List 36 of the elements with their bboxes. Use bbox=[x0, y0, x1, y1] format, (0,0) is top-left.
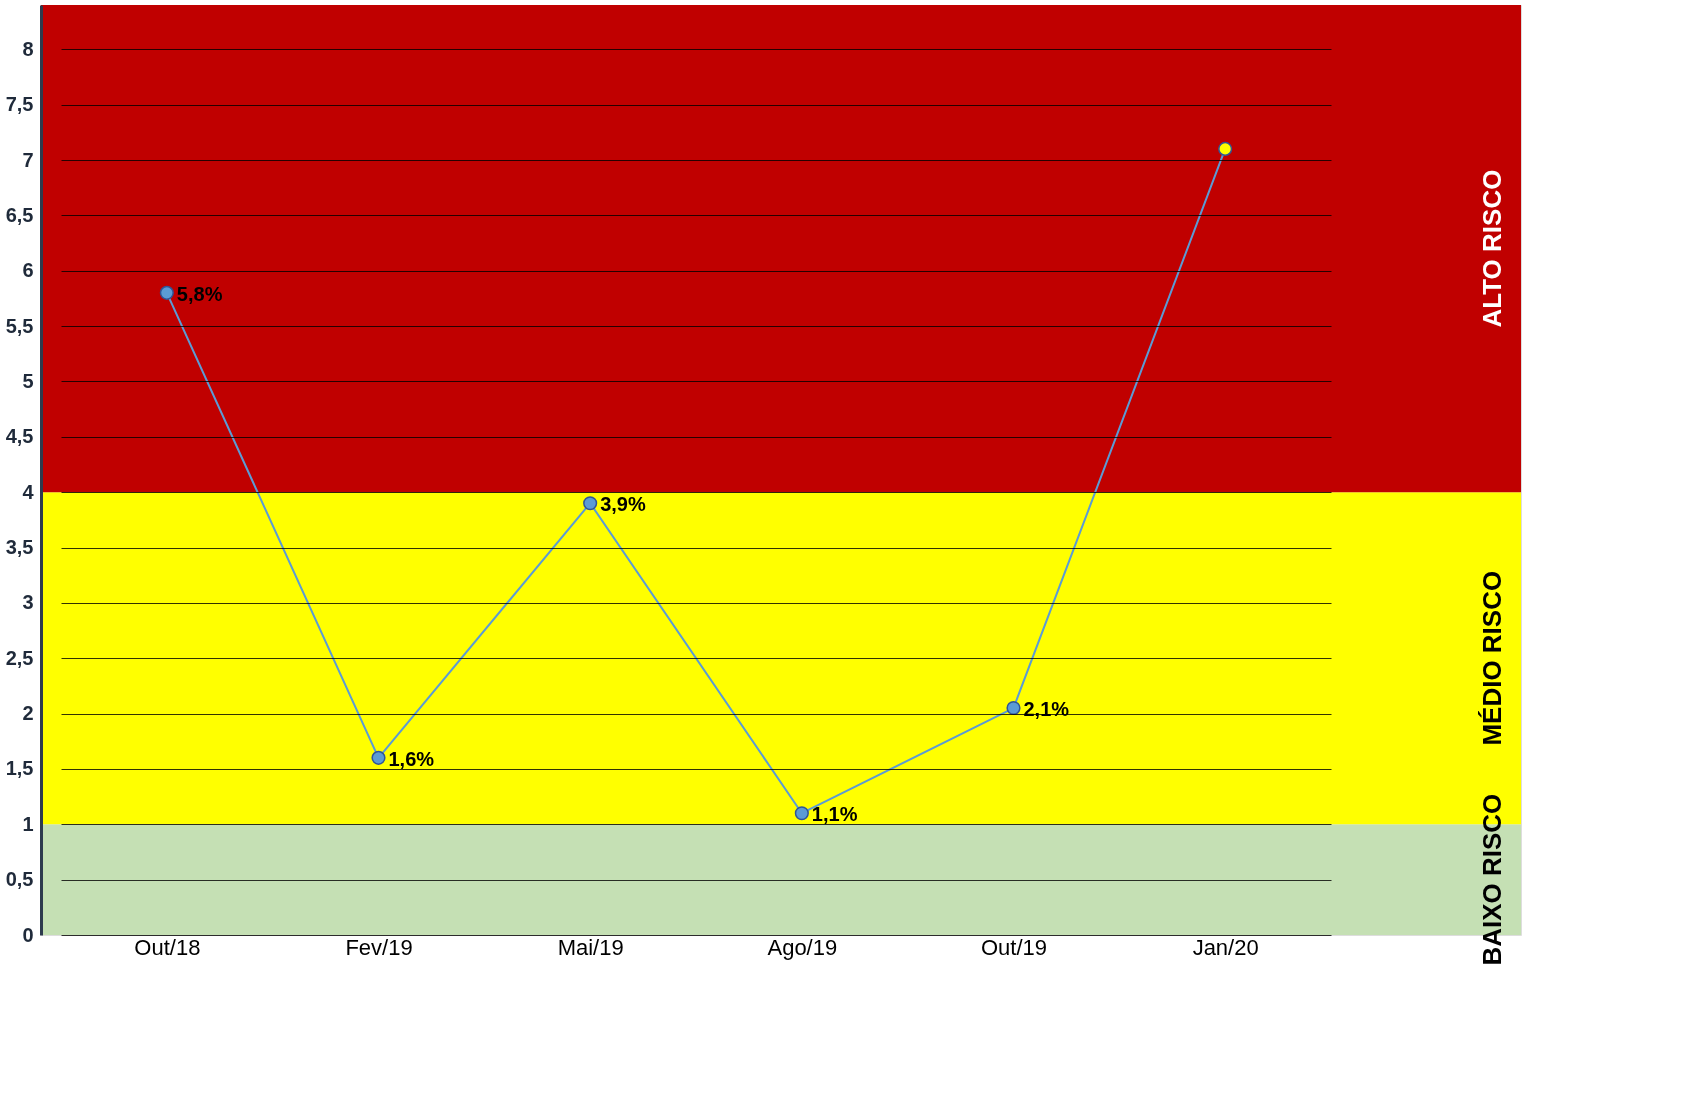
y-tick-label: 2,5 bbox=[5, 646, 34, 669]
point bbox=[794, 806, 809, 821]
point bbox=[371, 750, 386, 765]
data-label: 3,9% bbox=[600, 493, 646, 516]
y-tick-label: 6,5 bbox=[5, 203, 34, 226]
band-label: ALTO RISCO bbox=[1477, 169, 1507, 328]
y-tick-label: 7 bbox=[22, 148, 34, 171]
x-tick-label: Mai/19 bbox=[557, 934, 624, 960]
x-tick-label: Fev/19 bbox=[345, 934, 413, 960]
data-label: 5,8% bbox=[176, 282, 223, 305]
y-tick-label: 4 bbox=[22, 480, 35, 503]
y-tick-label: 0,5 bbox=[5, 868, 34, 891]
y-tick-label: 1,5 bbox=[5, 757, 34, 780]
y-tick-label: 4,5 bbox=[5, 425, 34, 448]
y-tick-label: 3 bbox=[22, 591, 34, 614]
x-tick-label: Ago/19 bbox=[767, 934, 838, 960]
x-tick-label: Jan/20 bbox=[1192, 934, 1259, 960]
point bbox=[1218, 141, 1233, 156]
band-label: MÉDIO RISCO bbox=[1477, 570, 1507, 746]
y-tick-label: 5,5 bbox=[5, 314, 34, 337]
point bbox=[159, 285, 174, 300]
y-tick-label: 7,5 bbox=[5, 93, 34, 116]
y-tick-label: 3,5 bbox=[5, 536, 34, 558]
y-tick-label: 0 bbox=[22, 923, 34, 946]
y-tick-label: 1 bbox=[22, 812, 34, 835]
x-tick-label: Out/19 bbox=[980, 934, 1048, 960]
point bbox=[1006, 700, 1021, 716]
point bbox=[583, 496, 598, 511]
y-tick-label: 5 bbox=[22, 369, 34, 392]
y-tick-label: 8 bbox=[22, 37, 34, 60]
y-tick-label: 2 bbox=[22, 702, 34, 725]
y-tick-label: 6 bbox=[22, 259, 34, 282]
x-tick-label: Out/18 bbox=[134, 934, 201, 960]
data-label: 1,6% bbox=[388, 747, 435, 770]
band-label: BAIXO RISCO bbox=[1477, 793, 1507, 966]
data-label: 1,1% bbox=[811, 803, 858, 826]
